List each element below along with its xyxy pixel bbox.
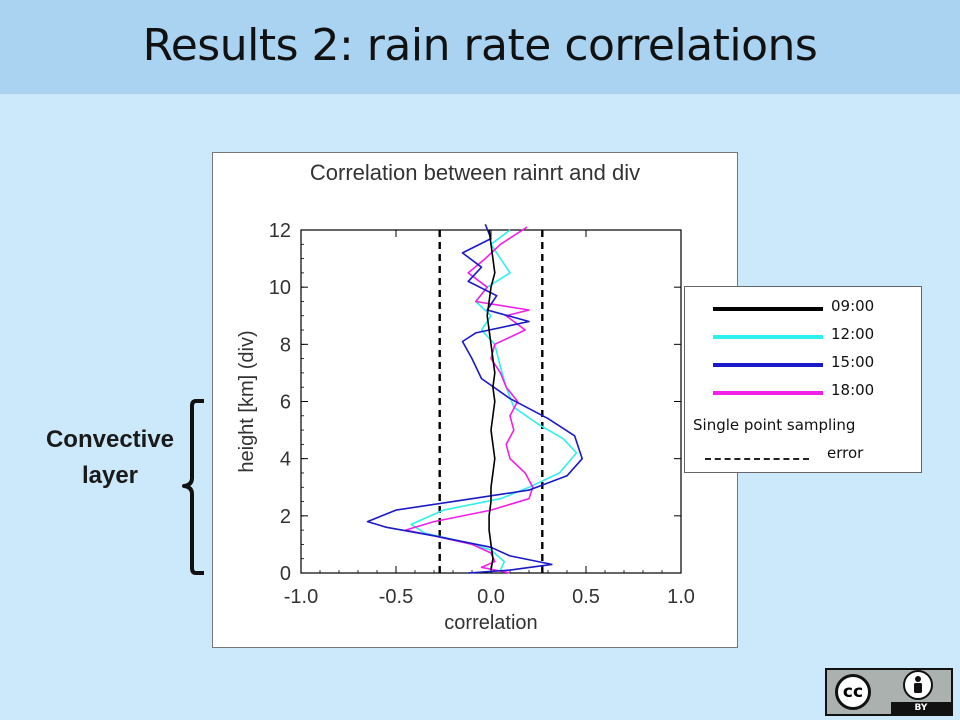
legend-line-1800 xyxy=(713,391,823,395)
legend-label-1500: 15:00 xyxy=(831,353,875,371)
person-icon xyxy=(903,670,933,700)
legend-label-1800: 18:00 xyxy=(831,381,875,399)
chart-panel: Correlation between rainrt and div -1.0 -0… xyxy=(212,152,738,648)
chart-title: Correlation between rainrt and div xyxy=(310,160,640,185)
annotation-line-2: layer xyxy=(81,462,139,489)
y-tick-label: 4 xyxy=(280,449,291,471)
series-line-1500 xyxy=(366,224,583,574)
legend-sampling-label: Single point sampling xyxy=(693,416,856,434)
legend-error-label: error xyxy=(827,444,864,462)
y-tick-label: 12 xyxy=(269,220,291,242)
y-tick-label: 0 xyxy=(280,563,291,585)
x-axis-label: correlation xyxy=(444,612,537,634)
legend-line-0900 xyxy=(713,307,823,311)
y-tick-label: 6 xyxy=(280,392,291,414)
slide-title: Results 2: rain rate correlations xyxy=(142,20,818,71)
convective-layer-annotation: Convective layer xyxy=(22,422,198,494)
legend-dashed-line xyxy=(705,458,809,460)
y-tick-label: 8 xyxy=(280,334,291,356)
x-tick-label: 0.0 xyxy=(477,586,505,608)
correlation-chart: Correlation between rainrt and div -1.0 -0… xyxy=(236,160,695,634)
brace-bracket xyxy=(182,399,204,575)
cc-icon: cc xyxy=(835,674,871,710)
x-tick-label: -0.5 xyxy=(379,586,413,608)
title-bar xyxy=(0,0,960,94)
cc-license-badge: cc BY xyxy=(825,668,953,716)
x-tick-label: -1.0 xyxy=(284,586,318,608)
y-tick-label: 10 xyxy=(269,277,291,299)
x-tick-label: 1.0 xyxy=(667,586,695,608)
series-line-0900 xyxy=(486,229,496,571)
plot-frame xyxy=(300,229,682,574)
legend-line-1200 xyxy=(713,335,823,339)
legend-label-1200: 12:00 xyxy=(831,325,875,343)
by-label: BY xyxy=(891,702,951,714)
legend-label-0900: 09:00 xyxy=(831,297,875,315)
x-tick-label: 0.5 xyxy=(572,586,600,608)
legend-line-1500 xyxy=(713,363,823,367)
y-axis-label: height [km] (div) xyxy=(236,330,258,472)
annotation-line-1: Convective xyxy=(45,426,175,453)
y-tick-label: 2 xyxy=(280,506,291,528)
legend: 09:00 12:00 15:00 18:00 Single point sam… xyxy=(684,286,922,473)
